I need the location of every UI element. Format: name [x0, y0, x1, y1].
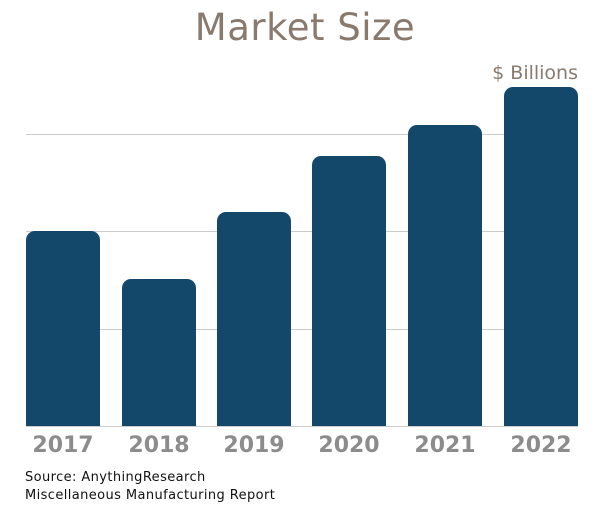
gridline: [26, 133, 578, 135]
bar-2020: [312, 156, 386, 426]
bar-2018: [122, 279, 196, 426]
unit-label: $ Billions: [492, 62, 578, 84]
gridline: [26, 328, 578, 330]
plot-area: [26, 37, 578, 427]
x-axis-baseline: [26, 426, 578, 427]
bar-2022: [504, 87, 578, 426]
bar-2019: [217, 212, 291, 426]
x-tick-label-2018: 2018: [128, 433, 190, 458]
report-name-line: Miscellaneous Manufacturing Report: [25, 488, 276, 503]
x-tick-label-2020: 2020: [318, 433, 380, 458]
bar-2017: [26, 231, 100, 426]
x-tick-label-2021: 2021: [414, 433, 476, 458]
chart-title: Market Size: [194, 6, 416, 49]
source-footer: Source: AnythingResearch Miscellaneous M…: [25, 469, 275, 505]
gridline: [26, 231, 578, 232]
source-line: Source: AnythingResearch: [25, 470, 206, 485]
bar-2021: [408, 125, 482, 426]
x-tick-label-2022: 2022: [510, 433, 572, 458]
x-tick-label-2017: 2017: [32, 433, 94, 458]
x-tick-label-2019: 2019: [223, 433, 285, 458]
